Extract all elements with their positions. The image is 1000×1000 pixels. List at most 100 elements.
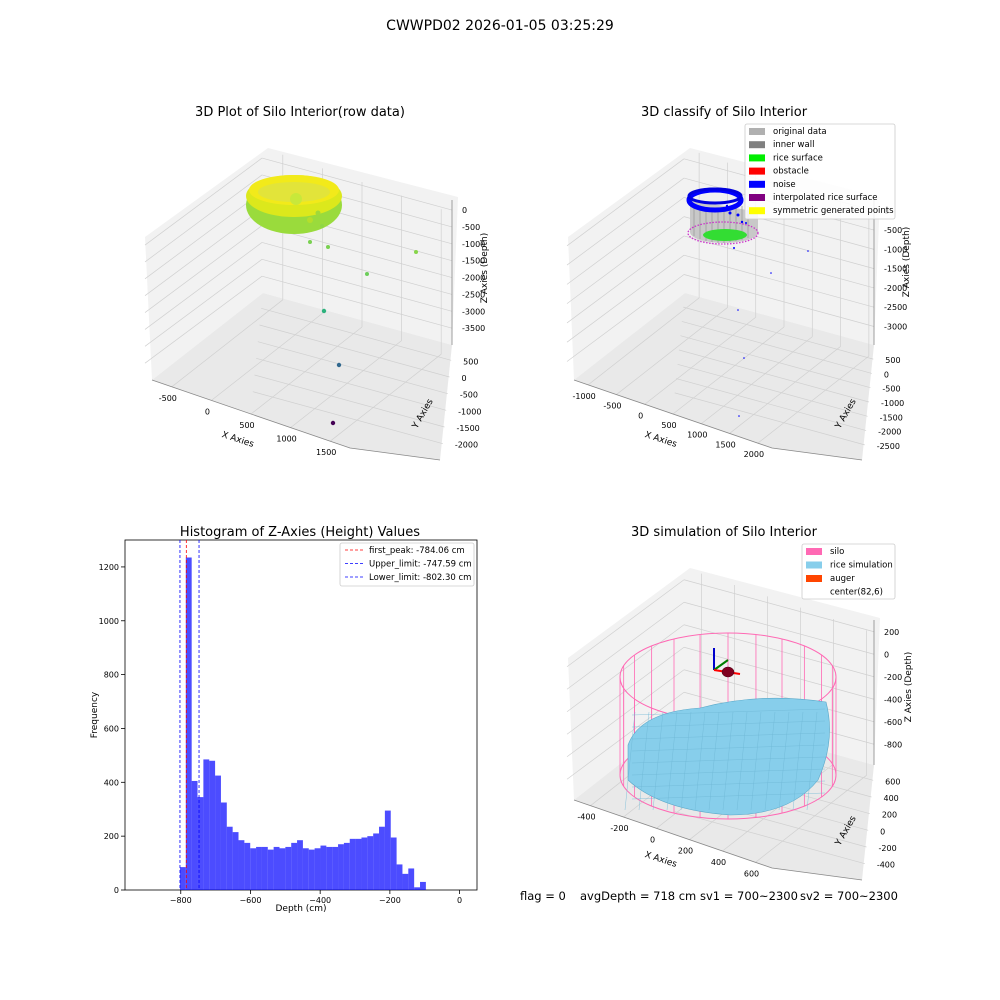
- histogram-x-tick-label: −800: [170, 896, 192, 905]
- classify-legend-label: original data: [773, 127, 827, 137]
- classify-z-tick-label: -3000: [884, 323, 907, 332]
- raw-3d-axes: [144, 148, 458, 461]
- raw-z-tick-label: -3500: [462, 324, 485, 333]
- histogram-bar: [209, 760, 216, 890]
- classify-y-tick-label: 500: [885, 356, 900, 365]
- classify-legend-label: symmetric generated points: [773, 206, 894, 216]
- simulation-tick-labels: -400 -200 0 200 400 600 600 400 200 0 -200 -400 200 0…: [577, 628, 902, 879]
- simulation-legend-swatch: [806, 561, 822, 569]
- classify-y-tick-label: -500: [882, 385, 900, 394]
- simulation-legend-swatch: [806, 548, 822, 555]
- classify-legend-swatch: [749, 154, 765, 162]
- histogram-bar: [185, 557, 192, 890]
- histogram-legend-label: Upper_limit: -747.59 cm: [369, 560, 472, 570]
- raw-x-tick-label: -500: [159, 394, 177, 403]
- histogram-legend-label: first_peak: -784.06 cm: [369, 546, 465, 556]
- histogram-bar: [238, 840, 245, 890]
- simulation-z-axis-label: Z Axies (Depth): [904, 652, 914, 723]
- histogram-bar: [355, 838, 362, 890]
- simulation-z-tick-label: -400: [884, 695, 902, 704]
- raw-x-axis-label: X Axies: [220, 430, 255, 450]
- raw-x-tick-label: 1000: [276, 435, 296, 444]
- raw-tick-labels: -500 0 500 1000 1500 500 0 -500 -1000 -1500 -2000 0…: [159, 206, 486, 457]
- sv1-readout: sv1 = 700~2300: [700, 889, 798, 903]
- histogram-bar: [291, 842, 298, 890]
- raw-y-tick-label: -500: [460, 391, 478, 400]
- simulation-x-tick-label: -200: [610, 824, 628, 833]
- histogram-bar: [215, 775, 221, 890]
- raw-z-axis-label: Z Axies (Depth): [480, 233, 490, 304]
- histogram-bar: [285, 846, 292, 890]
- histogram-bar: [402, 873, 409, 890]
- classify-z-tick-label: -1000: [884, 245, 907, 254]
- simulation-legend-swatch: [806, 575, 822, 582]
- rice-simulation-surface: [624, 697, 830, 816]
- histogram-bar: [244, 842, 251, 890]
- simulation-z-tick-label: 200: [884, 628, 899, 637]
- classify-legend: original data inner wall rice surface obsta…: [744, 123, 896, 220]
- classify-z-tick-label: -500: [884, 226, 902, 235]
- simulation-legend-label: center(82,6): [830, 588, 883, 598]
- histogram-bar: [390, 837, 397, 890]
- raw-y-tick-label: -1500: [457, 424, 480, 433]
- classify-y-tick-label: -2000: [878, 428, 901, 437]
- histogram-legend: first_peak: -784.06 cm Upper_limit: -747.…: [339, 542, 475, 587]
- histogram-bar: [279, 848, 286, 890]
- histogram-bar: [273, 846, 280, 890]
- histogram-bar: [250, 848, 257, 890]
- classify-legend-label: interpolated rice surface: [773, 193, 878, 203]
- simulation-plot-title: 3D simulation of Silo Interior: [631, 525, 818, 540]
- classify-x-axis-label: X Axies: [643, 430, 678, 450]
- histogram-y-tick-label: 200: [104, 832, 119, 841]
- histogram-y-tick-label: 600: [104, 724, 119, 733]
- simulation-y-tick-label: 400: [884, 794, 899, 803]
- classify-legend-swatch: [749, 194, 765, 201]
- histogram-bar: [338, 844, 344, 890]
- raw-z-tick-label: -2500: [462, 290, 485, 299]
- histogram-y-tick-label: 400: [104, 778, 119, 787]
- histogram-y-tick-label: 1000: [99, 617, 119, 626]
- classify-legend-swatch: [749, 128, 765, 135]
- classify-legend-swatch: [749, 207, 765, 215]
- simulation-legend-label: auger: [830, 574, 855, 584]
- classify-z-tick-label: -2000: [884, 284, 907, 293]
- raw-points: [246, 175, 418, 426]
- classify-x-tick-label: 1000: [687, 431, 707, 440]
- histogram-bar: [384, 810, 391, 890]
- histogram-bar: [308, 849, 315, 890]
- sv2-readout: sv2 = 700~2300: [800, 889, 898, 903]
- histogram-bar: [191, 780, 198, 890]
- classify-legend-label: inner wall: [773, 140, 814, 150]
- histogram-bar: [414, 887, 421, 890]
- raw-y-tick-label: -1000: [458, 407, 481, 416]
- histogram-bar: [203, 759, 210, 890]
- raw-y-tick-label: 0: [462, 374, 467, 383]
- classify-points: [686, 187, 809, 417]
- classify-z-tick-label: -1500: [884, 265, 907, 274]
- histogram-bar: [379, 826, 385, 890]
- histogram-y-tick-label: 1200: [99, 563, 119, 572]
- histogram-bar: [408, 868, 415, 890]
- simulation-x-tick-label: 0: [650, 835, 655, 844]
- histogram-legend-label: Lower_limit: -802.30 cm: [369, 573, 471, 583]
- simulation-x-tick-label: -400: [577, 813, 595, 822]
- classify-x-tick-label: 0: [638, 411, 643, 420]
- histogram-x-tick-label: 0: [457, 896, 462, 905]
- histogram-bar: [367, 836, 374, 890]
- figure-title: CWWPD02 2026-01-05 03:25:29: [386, 18, 614, 34]
- histogram-bar: [179, 867, 186, 890]
- raw-z-tick-label: -3000: [462, 307, 485, 316]
- histogram-bar: [361, 837, 368, 890]
- classify-x-tick-label: -1000: [573, 392, 596, 401]
- raw-z-tick-label: -2000: [462, 274, 485, 283]
- classify-x-tick-label: 1500: [715, 440, 735, 449]
- histogram-bar: [420, 881, 426, 890]
- classify-y-tick-label: -1500: [880, 413, 903, 422]
- histogram-bar: [373, 833, 380, 890]
- classify-x-tick-label: 500: [661, 421, 676, 430]
- simulation-legend-label: silo: [830, 547, 844, 557]
- simulation-y-tick-label: -400: [877, 861, 895, 870]
- histogram-bar: [226, 826, 233, 890]
- avg-depth-readout: avgDepth = 718 cm: [580, 889, 697, 903]
